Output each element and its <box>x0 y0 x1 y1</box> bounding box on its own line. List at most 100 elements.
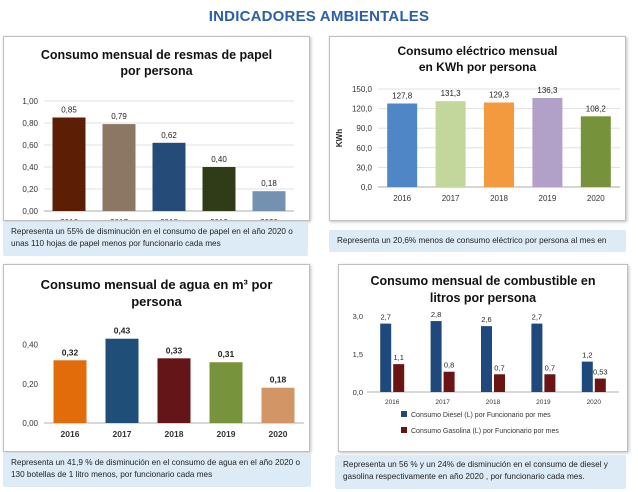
x-tick-label: 2020 <box>269 429 288 439</box>
paper-note: Representa un 55% de disminución en el c… <box>3 222 308 256</box>
data-label: 0,18 <box>270 375 287 385</box>
y-tick-label: 60,0 <box>356 144 372 153</box>
data-label: 0,62 <box>161 131 177 140</box>
data-label: 127,8 <box>392 92 413 101</box>
paper-chart-panel: Consumo mensual de resmas de papel por pe… <box>3 36 310 227</box>
bar <box>157 358 191 423</box>
bar <box>435 101 466 187</box>
data-label: 136,3 <box>537 86 558 95</box>
y-tick-label: 0,20 <box>22 185 38 194</box>
water-note: Representa un 41,9 % de disminución en e… <box>3 453 311 487</box>
bar <box>209 362 243 423</box>
data-label: 2,8 <box>431 310 441 319</box>
x-tick-label: 2016 <box>61 429 80 439</box>
electric-note: Representa un 20,6% menos de consumo elé… <box>329 230 626 252</box>
bar-gasoline <box>594 378 606 392</box>
x-tick-label: 2016 <box>385 399 400 406</box>
y-tick-label: 0,40 <box>22 163 38 172</box>
x-tick-label: 2019 <box>210 218 228 220</box>
chart-title-line: Consumo mensual de combustible en <box>370 274 595 288</box>
x-tick-label: 2018 <box>165 429 184 439</box>
x-tick-label: 2020 <box>260 218 278 220</box>
paper-chart: Consumo mensual de resmas de papel por pe… <box>22 48 294 227</box>
water-chart-panel: Consumo mensual de agua en m³ por persona… <box>3 264 310 452</box>
y-tick-label: 120,0 <box>352 105 373 114</box>
x-tick-label: 2018 <box>486 399 501 406</box>
electric-chart-panel: Consumo eléctrico mensual en KWh por pers… <box>329 36 626 221</box>
bar <box>532 97 563 187</box>
bar <box>105 338 139 423</box>
x-tick-label: 2017 <box>435 399 450 406</box>
bar <box>387 103 418 187</box>
y-tick-label: 90,0 <box>356 124 372 133</box>
bar-diesel <box>430 321 442 392</box>
y-tick-label: 30,0 <box>356 163 372 172</box>
y-tick-label: 0,40 <box>22 341 38 350</box>
data-label: 108,2 <box>586 104 607 113</box>
y-tick-label: 0,0 <box>353 388 363 397</box>
x-tick-label: 2017 <box>113 429 132 439</box>
bar <box>102 124 136 211</box>
data-label: 2,7 <box>532 313 542 322</box>
data-label: 0,7 <box>494 363 504 372</box>
data-label: 0,33 <box>166 345 183 355</box>
chart-title-line: por persona <box>120 64 193 78</box>
data-label: 0,85 <box>61 106 77 115</box>
bar <box>202 167 236 211</box>
legend-swatch <box>401 427 407 433</box>
fuel-chart: Consumo mensual de combustible en litros … <box>353 274 619 435</box>
chart-title-line: Consumo mensual de agua en m³ por <box>41 277 273 292</box>
data-label: 131,3 <box>441 89 462 98</box>
data-label: 0,8 <box>444 361 454 370</box>
bar <box>484 102 514 187</box>
x-tick-label: 2016 <box>60 218 78 220</box>
x-tick-label: 2016 <box>393 194 411 203</box>
data-label: 0,32 <box>62 347 79 357</box>
chart-title-line: persona <box>131 294 182 309</box>
bar-diesel <box>481 326 492 392</box>
bar-diesel <box>581 361 593 392</box>
bar-gasoline <box>393 364 405 392</box>
x-tick-label: 2018 <box>490 194 508 203</box>
y-axis-label: KWh <box>335 129 344 147</box>
data-label: 0,18 <box>261 179 277 188</box>
water-chart: Consumo mensual de agua en m³ por persona… <box>22 277 304 439</box>
page-title: INDICADORES AMBIENTALES <box>208 8 430 25</box>
bar-gasoline <box>443 371 455 392</box>
bar-gasoline <box>494 374 505 392</box>
data-label: 0,31 <box>218 349 235 359</box>
y-tick-label: 0,60 <box>22 141 38 150</box>
data-label: 0,43 <box>114 326 131 336</box>
bar <box>580 116 611 187</box>
x-tick-label: 2019 <box>536 399 551 406</box>
y-tick-label: 0,80 <box>22 119 38 128</box>
x-tick-label: 2020 <box>587 194 605 203</box>
legend-label: Consumo Gasolina (L) por Funcionario por… <box>411 428 559 435</box>
data-label: 129,3 <box>489 91 510 100</box>
data-label: 0,40 <box>211 155 227 164</box>
legend-label: Consumo Diesel (L) por Funcionario por m… <box>411 412 551 419</box>
bar-diesel <box>380 323 392 392</box>
x-tick-label: 2020 <box>587 399 602 406</box>
electric-chart: Consumo eléctrico mensual en KWh por pers… <box>335 44 620 203</box>
bar <box>53 360 87 423</box>
chart-title-line: Consumo mensual de resmas de papel <box>41 48 272 62</box>
bar <box>52 117 86 211</box>
data-label: 0,53 <box>593 368 608 377</box>
chart-title-line: Consumo eléctrico mensual <box>397 44 557 58</box>
y-tick-label: 1,00 <box>22 97 38 106</box>
y-tick-label: 0,00 <box>22 419 38 428</box>
bar <box>152 142 186 211</box>
y-tick-label: 0,00 <box>22 207 38 216</box>
fuel-note: Representa un 56 % y un 24% de disminuci… <box>335 455 626 489</box>
chart-title-line: litros por persona <box>430 291 537 305</box>
y-tick-label: 0,0 <box>361 183 373 192</box>
bar <box>261 387 295 423</box>
y-tick-label: 3,0 <box>353 312 363 321</box>
data-label: 1,1 <box>393 353 403 362</box>
x-tick-label: 2017 <box>442 194 460 203</box>
x-tick-label: 2017 <box>110 218 128 220</box>
legend-swatch <box>401 411 407 417</box>
x-tick-label: 2019 <box>217 429 236 439</box>
data-label: 0,7 <box>545 363 555 372</box>
